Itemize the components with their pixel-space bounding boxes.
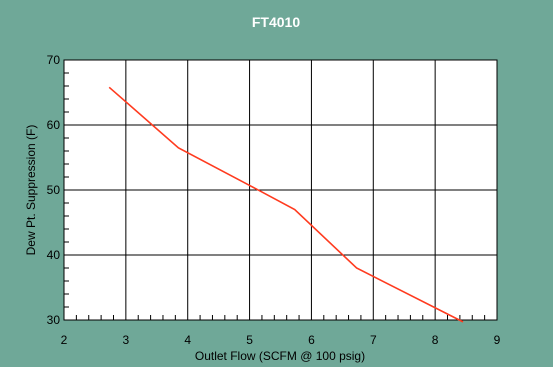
x-tick-label: 5 <box>246 333 253 347</box>
y-tick-label: 70 <box>47 53 61 67</box>
x-tick-label: 3 <box>123 333 130 347</box>
y-axis-tick-labels: 30 40 50 60 70 <box>47 53 61 327</box>
y-axis-label: Dew Pt. Suppression (F) <box>24 125 38 256</box>
x-tick-label: 9 <box>494 333 501 347</box>
y-tick-label: 30 <box>47 313 61 327</box>
y-tick-label: 50 <box>47 183 61 197</box>
x-axis-label: Outlet Flow (SCFM @ 100 psig) <box>195 349 365 363</box>
x-axis-tick-labels: 2 3 4 5 6 7 8 9 <box>61 333 501 347</box>
series-layer <box>108 86 464 323</box>
x-tick-label: 8 <box>432 333 439 347</box>
x-tick-label: 6 <box>308 333 315 347</box>
x-tick-label: 7 <box>370 333 377 347</box>
y-tick-label: 60 <box>47 118 61 132</box>
x-tick-label: 2 <box>61 333 68 347</box>
y-tick-label: 40 <box>47 248 61 262</box>
minor-ticks <box>64 72 486 320</box>
plot-border <box>63 59 498 321</box>
chart-title: FT4010 <box>252 14 300 30</box>
x-tick-label: 4 <box>184 333 191 347</box>
series-line <box>108 86 464 323</box>
grid-lines <box>63 59 498 321</box>
